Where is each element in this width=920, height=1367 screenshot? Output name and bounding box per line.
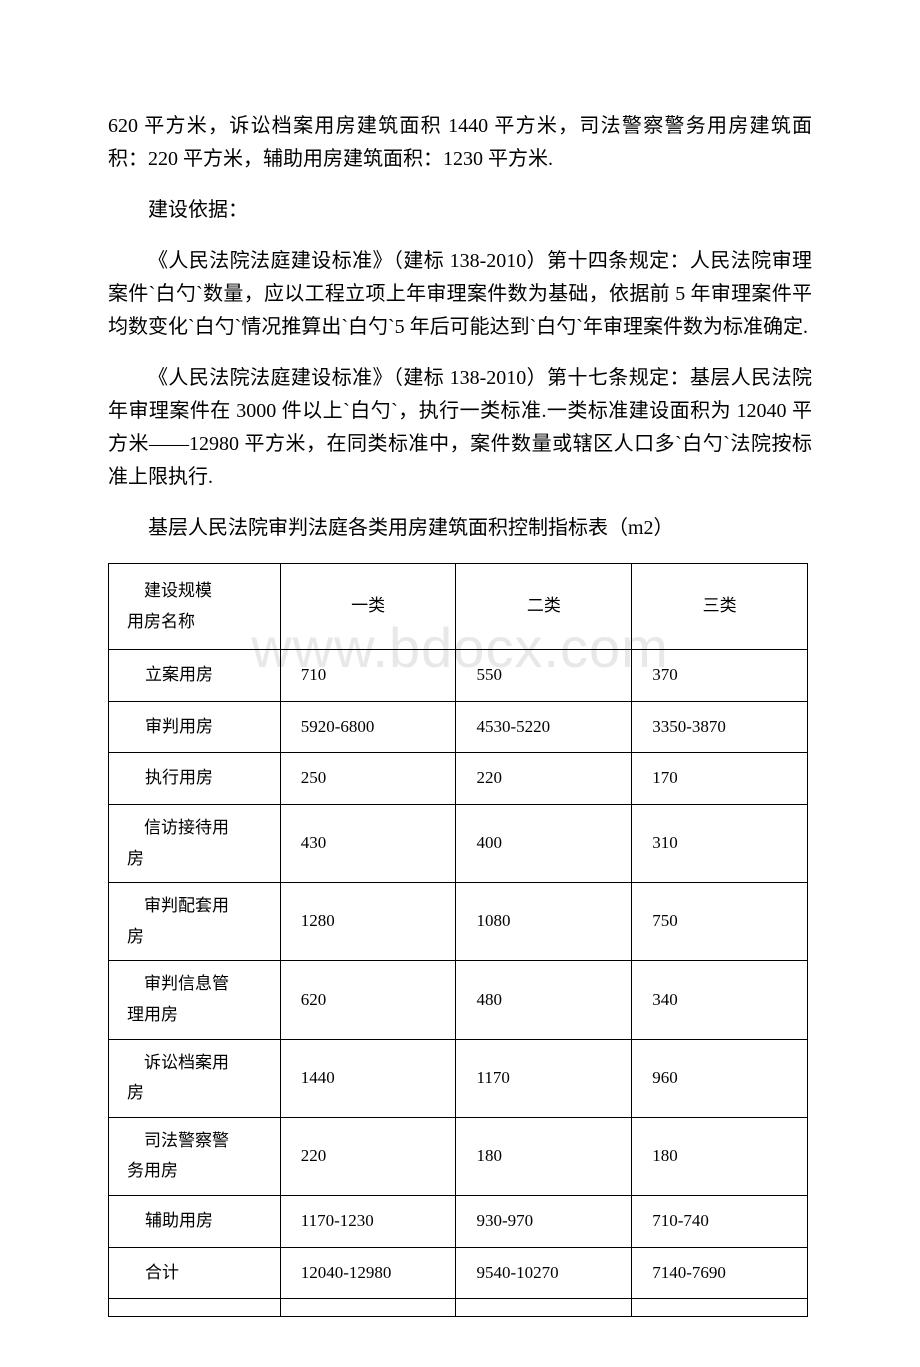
- empty-cell: [280, 1299, 456, 1317]
- row-c3: 170: [632, 753, 808, 805]
- row-c2: 1170: [456, 1039, 632, 1117]
- table-row: 审判用房 5920-6800 4530-5220 3350-3870: [109, 701, 808, 753]
- row-c1: 1440: [280, 1039, 456, 1117]
- row-name: 执行用房: [109, 753, 281, 805]
- row-c1: 12040-12980: [280, 1247, 456, 1299]
- row-c1: 710: [280, 650, 456, 702]
- paragraph-4: 《人民法院法庭建设标准》（建标 138-2010）第十七条规定：基层人民法院年审…: [108, 362, 812, 494]
- table-header-row: 建设规模 用房名称 一类 二类 三类: [109, 564, 808, 650]
- row-c3: 340: [632, 961, 808, 1039]
- row-c2: 220: [456, 753, 632, 805]
- row-name: 诉讼档案用房: [109, 1039, 281, 1117]
- row-c2: 400: [456, 804, 632, 882]
- row-c1: 430: [280, 804, 456, 882]
- empty-cell: [109, 1299, 281, 1317]
- header-col2: 一类: [280, 564, 456, 650]
- table-row: 辅助用房 1170-1230 930-970 710-740: [109, 1195, 808, 1247]
- table-row: 合计 12040-12980 9540-10270 7140-7690: [109, 1247, 808, 1299]
- table-empty-row: [109, 1299, 808, 1317]
- row-name: 审判配套用房: [109, 883, 281, 961]
- row-c3: 3350-3870: [632, 701, 808, 753]
- row-c3: 960: [632, 1039, 808, 1117]
- row-name: 审判用房: [109, 701, 281, 753]
- row-c2: 480: [456, 961, 632, 1039]
- row-name: 立案用房: [109, 650, 281, 702]
- row-c1: 1170-1230: [280, 1195, 456, 1247]
- row-name: 司法警察警务用房: [109, 1117, 281, 1195]
- document-content: 620 平方米，诉讼档案用房建筑面积 1440 平方米，司法警察警务用房建筑面积…: [108, 110, 812, 1317]
- row-c2: 180: [456, 1117, 632, 1195]
- table-title: 基层人民法院审判法庭各类用房建筑面积控制指标表（m2）: [108, 512, 812, 545]
- row-c3: 310: [632, 804, 808, 882]
- row-c3: 750: [632, 883, 808, 961]
- row-c1: 1280: [280, 883, 456, 961]
- row-c2: 550: [456, 650, 632, 702]
- paragraph-1: 620 平方米，诉讼档案用房建筑面积 1440 平方米，司法警察警务用房建筑面积…: [108, 110, 812, 176]
- paragraph-3: 《人民法院法庭建设标准》（建标 138-2010）第十四条规定：人民法院审理案件…: [108, 245, 812, 344]
- row-name: 审判信息管理用房: [109, 961, 281, 1039]
- header-line2: 用房名称: [127, 612, 195, 631]
- header-col3: 二类: [456, 564, 632, 650]
- row-c2: 9540-10270: [456, 1247, 632, 1299]
- header-col1: 建设规模 用房名称: [109, 564, 281, 650]
- row-name: 信访接待用房: [109, 804, 281, 882]
- table-row: 审判配套用房 1280 1080 750: [109, 883, 808, 961]
- row-c3: 710-740: [632, 1195, 808, 1247]
- table-row: 立案用房 710 550 370: [109, 650, 808, 702]
- row-c3: 180: [632, 1117, 808, 1195]
- row-c2: 1080: [456, 883, 632, 961]
- row-c1: 620: [280, 961, 456, 1039]
- header-line1: 建设规模: [144, 581, 212, 600]
- area-standards-table: 建设规模 用房名称 一类 二类 三类 立案用房 710 550 370 审判用房…: [108, 563, 808, 1317]
- empty-cell: [456, 1299, 632, 1317]
- table-row: 执行用房 250 220 170: [109, 753, 808, 805]
- row-c3: 370: [632, 650, 808, 702]
- row-c1: 250: [280, 753, 456, 805]
- row-c1: 220: [280, 1117, 456, 1195]
- row-c1: 5920-6800: [280, 701, 456, 753]
- row-c2: 4530-5220: [456, 701, 632, 753]
- empty-cell: [632, 1299, 808, 1317]
- table-row: 司法警察警务用房 220 180 180: [109, 1117, 808, 1195]
- row-name: 辅助用房: [109, 1195, 281, 1247]
- row-name: 合计: [109, 1247, 281, 1299]
- row-c2: 930-970: [456, 1195, 632, 1247]
- table-row: 信访接待用房 430 400 310: [109, 804, 808, 882]
- table-row: 审判信息管理用房 620 480 340: [109, 961, 808, 1039]
- header-col4: 三类: [632, 564, 808, 650]
- paragraph-2: 建设依据：: [108, 194, 812, 227]
- row-c3: 7140-7690: [632, 1247, 808, 1299]
- table-row: 诉讼档案用房 1440 1170 960: [109, 1039, 808, 1117]
